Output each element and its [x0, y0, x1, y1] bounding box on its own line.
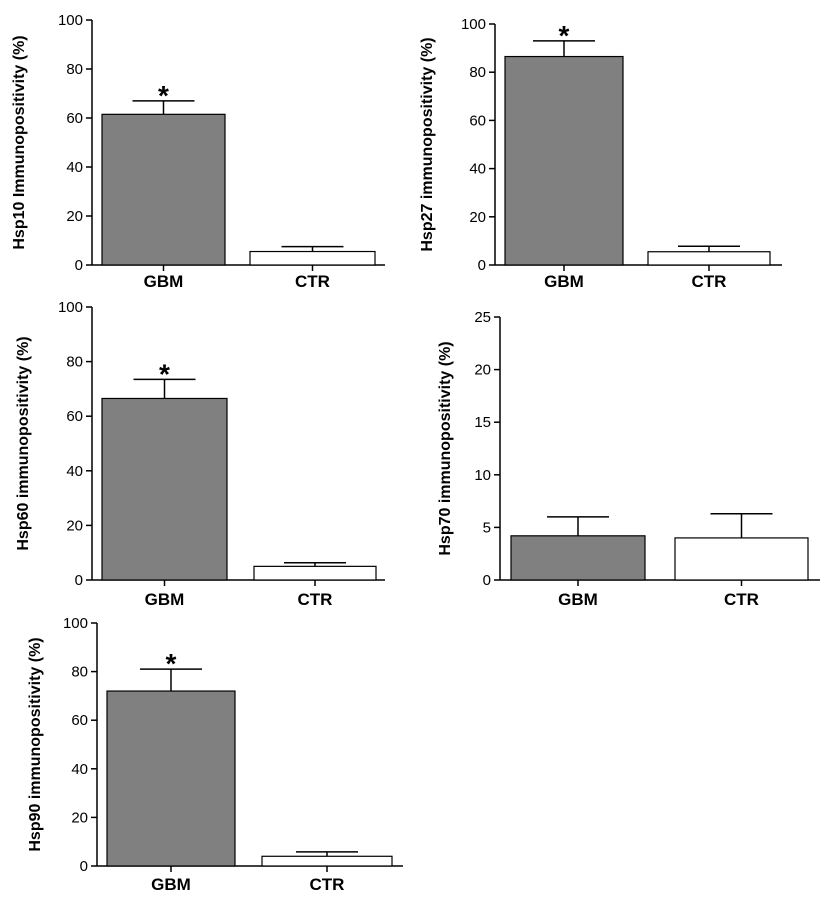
category-label-gbm: GBM	[558, 590, 598, 609]
y-axis-label: Hsp60 immunopositivity (%)	[15, 336, 32, 550]
y-tick-label: 25	[474, 309, 491, 326]
y-tick-label: 40	[66, 159, 83, 176]
y-tick-label: 100	[58, 299, 83, 316]
category-label-gbm: GBM	[151, 875, 191, 894]
panel-hsp70: 0 5 10 15 20 25 Hsp70 immunopositivity (%) GBM C…	[437, 309, 820, 609]
y-axis-label: Hsp70 immunopositivity (%)	[437, 341, 454, 555]
y-tick-label: 80	[469, 64, 486, 81]
panel-hsp60: 0 20 40 60 80 100 Hsp60 immunopositivity (%) GB…	[15, 299, 385, 609]
bar-hsp10-gbm	[101, 113, 226, 266]
category-label-ctr: CTR	[295, 272, 330, 291]
bar-hsp70-gbm	[510, 535, 646, 581]
y-tick-label: 80	[71, 664, 88, 681]
y-tick-label: 0	[483, 572, 491, 589]
bar-hsp60-ctr	[253, 565, 377, 581]
category-label-gbm: GBM	[544, 272, 584, 291]
y-tick-label: 60	[469, 112, 486, 129]
bar-hsp27-ctr	[647, 251, 771, 266]
y-tick-label: 20	[66, 517, 83, 534]
y-tick-label: 100	[461, 16, 486, 33]
panel-hsp10: 0 20 40 60 80 100 Hsp10 Immunopositivity (%) GB…	[11, 12, 385, 291]
y-tick-label: 5	[483, 519, 491, 536]
bar-hsp90-ctr	[261, 855, 393, 867]
y-tick-label: 20	[66, 208, 83, 225]
bar-hsp90-gbm	[106, 690, 236, 867]
significance-marker: *	[559, 20, 570, 51]
y-axis-label: Hsp27 immunopositivity (%)	[419, 37, 436, 251]
category-label-ctr: CTR	[298, 590, 333, 609]
significance-marker: *	[159, 358, 170, 389]
bar-hsp70-ctr	[674, 537, 809, 581]
category-label-ctr: CTR	[310, 875, 345, 894]
y-tick-label: 20	[71, 809, 88, 826]
y-tick-label: 0	[75, 257, 83, 274]
category-label-ctr: CTR	[692, 272, 727, 291]
y-axis-label: Hsp90 immunopositivity (%)	[27, 637, 44, 851]
y-tick-label: 100	[63, 615, 88, 632]
category-label-gbm: GBM	[144, 272, 184, 291]
y-tick-label: 0	[80, 858, 88, 875]
panel-hsp90: 0 20 40 60 80 100 Hsp90 immunopositivity (%) GB…	[27, 615, 403, 894]
y-tick-label: 10	[474, 467, 491, 484]
y-tick-label: 100	[58, 12, 83, 29]
bar-hsp27-gbm	[504, 55, 624, 266]
bar-hsp60-gbm	[101, 397, 228, 581]
y-tick-label: 0	[478, 257, 486, 274]
y-tick-label: 60	[66, 408, 83, 425]
category-label-ctr: CTR	[724, 590, 759, 609]
y-tick-label: 80	[66, 354, 83, 371]
y-tick-label: 40	[469, 161, 486, 178]
panel-hsp27: 0 20 40 60 80 100 Hsp27 immunopositivity (%) GB…	[419, 16, 782, 291]
y-tick-label: 0	[75, 572, 83, 589]
y-tick-label: 80	[66, 61, 83, 78]
y-tick-label: 20	[474, 362, 491, 379]
y-tick-label: 20	[469, 209, 486, 226]
y-tick-label: 60	[71, 712, 88, 729]
significance-marker: *	[158, 80, 169, 111]
category-label-gbm: GBM	[145, 590, 185, 609]
y-axis-label: Hsp10 Immunopositivity (%)	[11, 35, 28, 249]
y-tick-label: 60	[66, 110, 83, 127]
bar-hsp10-ctr	[249, 250, 376, 266]
y-tick-label: 40	[66, 463, 83, 480]
y-tick-label: 40	[71, 761, 88, 778]
y-tick-label: 15	[474, 414, 491, 431]
significance-marker: *	[166, 648, 177, 679]
